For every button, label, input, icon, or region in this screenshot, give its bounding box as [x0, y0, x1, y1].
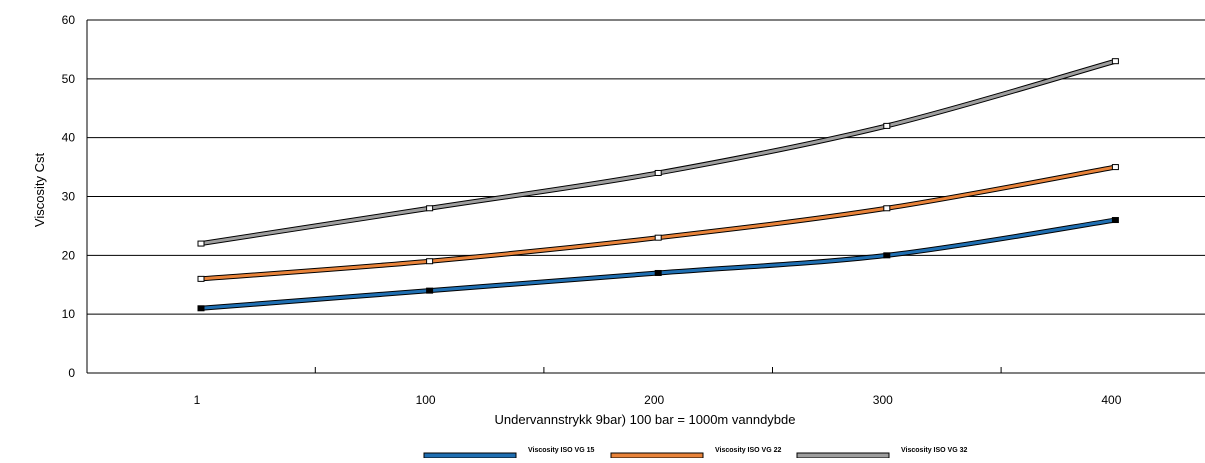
legend-label: Viscosity ISO VG 15: [528, 447, 595, 454]
series-line-outline: [200, 217, 1116, 311]
series-line: [200, 218, 1116, 310]
x-tick-label: 100: [416, 393, 436, 407]
data-point: [654, 269, 662, 276]
legend: Viscosity ISO VG 15 Viscosity ISO VG 22 Vi…: [423, 447, 968, 459]
legend-item: Viscosity ISO VG 22: [610, 447, 782, 459]
series-lines: [197, 58, 1119, 312]
data-point: [197, 275, 205, 282]
data-point: [654, 169, 662, 176]
legend-item: Viscosity ISO VG 32: [796, 447, 968, 459]
series-2: [197, 164, 1119, 282]
legend-swatch: [796, 452, 890, 459]
series-line-outline: [200, 58, 1117, 247]
y-tick-label: 30: [62, 190, 76, 204]
x-axis-title: Undervannstrykk 9bar) 100 bar = 1000m va…: [495, 412, 796, 427]
y-tick-label: 20: [62, 248, 76, 262]
y-tick-label: 50: [62, 72, 76, 86]
x-tick-label: 1: [194, 393, 201, 407]
y-tick-label: 10: [62, 307, 76, 321]
y-axis-title: Viscosity Cst: [32, 153, 47, 228]
series-line: [200, 59, 1116, 246]
grid-lines: [87, 19, 1205, 374]
x-tick-label: 200: [644, 393, 664, 407]
data-point: [197, 305, 205, 312]
data-point: [426, 258, 434, 265]
data-point: [883, 122, 891, 129]
data-point: [426, 205, 434, 212]
data-point: [1111, 58, 1119, 65]
axes: [86, 20, 1205, 374]
y-tick-label: 60: [62, 13, 76, 27]
data-point: [883, 205, 891, 212]
data-point: [197, 240, 205, 247]
x-tick-label: 300: [873, 393, 893, 407]
legend-swatch: [610, 452, 704, 459]
x-tick-label: 400: [1101, 393, 1121, 407]
y-tick-label: 0: [68, 366, 75, 380]
legend-swatch: [423, 452, 517, 459]
series-3: [197, 58, 1119, 247]
data-point: [1111, 217, 1119, 224]
series-1: [197, 217, 1119, 312]
data-point: [654, 234, 662, 241]
legend-label: Viscosity ISO VG 32: [901, 447, 968, 454]
tick-labels: 0 10 20 30 40 50 60 1 100 200 300 400: [62, 13, 1122, 407]
data-point: [883, 252, 891, 259]
legend-label: Viscosity ISO VG 22: [715, 447, 782, 454]
legend-item: Viscosity ISO VG 15: [423, 447, 595, 459]
data-point: [426, 287, 434, 294]
data-point: [1111, 164, 1119, 171]
y-tick-label: 40: [62, 131, 76, 145]
